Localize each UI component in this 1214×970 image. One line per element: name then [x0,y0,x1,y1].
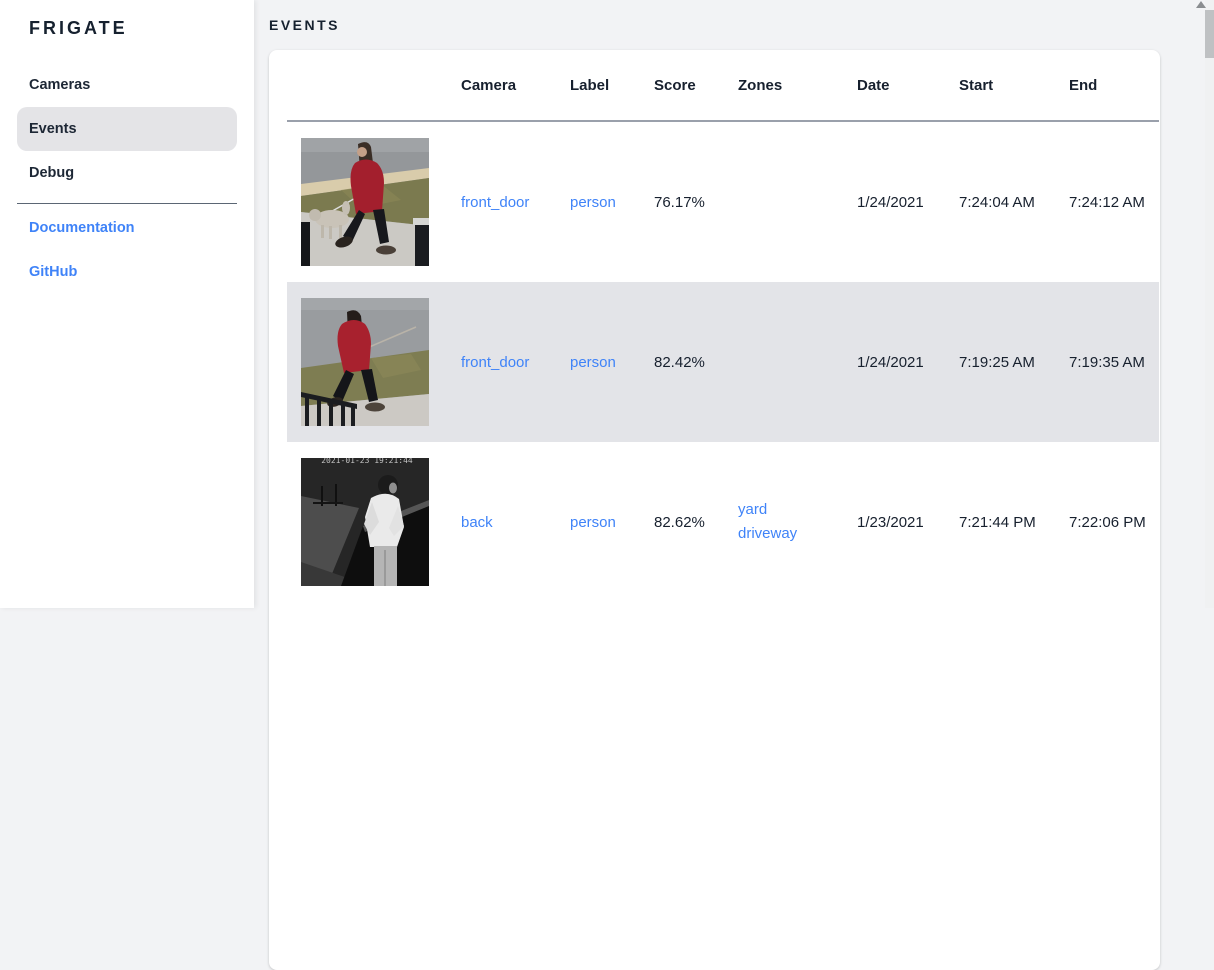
sidebar-link-github[interactable]: GitHub [17,250,237,294]
start-value: 7:19:25 AM [959,353,1035,371]
column-header-camera: Camera [445,50,554,122]
column-header-start: Start [943,50,1053,122]
start-value: 7:24:04 AM [959,193,1035,211]
end-value: 7:22:06 PM [1069,513,1146,531]
table-row[interactable]: front_door person 82.42% 1/24/2021 7:19:… [287,282,1159,442]
sidebar-item-label: Events [29,121,77,137]
main-content: EVENTS Camera Label Score Zones Date Sta… [254,0,1214,970]
table-header-row: Camera Label Score Zones Date Start End [287,50,1159,122]
label-link[interactable]: person [570,193,616,211]
zone-link[interactable]: yard [738,501,768,518]
events-table: Camera Label Score Zones Date Start End [287,50,1159,602]
sidebar-link-label: Documentation [29,220,135,236]
sidebar: FRIGATE Cameras Events Debug Documentati… [0,0,254,608]
zones-cell [722,282,841,442]
end-value: 7:19:35 AM [1069,353,1145,371]
sidebar-item-label: Debug [29,165,75,181]
zones-cell [722,121,841,282]
date-value: 1/24/2021 [857,353,924,371]
thumbnail-image-night-ir: 2021-01-23 19:21:44 [301,458,429,586]
thumbnail-image-red-coat-dog [301,138,429,266]
page-title: EVENTS [269,17,341,33]
zone-link[interactable]: driveway [738,525,798,542]
thumbnail-image-red-hoodie [301,298,429,426]
vertical-scrollbar[interactable] [1196,0,1214,608]
zones-cell: yard driveway [722,442,841,602]
date-value: 1/24/2021 [857,193,924,211]
sidebar-item-label: Cameras [29,77,91,93]
sidebar-link-label: GitHub [29,264,78,280]
column-header-thumbnail [287,50,445,122]
events-table-body: front_door person 76.17% 1/24/2021 7:24:… [287,121,1159,602]
column-header-zones: Zones [722,50,841,122]
end-value: 7:24:12 AM [1069,193,1145,211]
score-value: 82.62% [654,513,705,531]
event-thumbnail[interactable] [301,138,429,266]
label-link[interactable]: person [570,353,616,371]
camera-link[interactable]: front_door [461,353,530,371]
label-link[interactable]: person [570,513,616,531]
scrollbar-up-arrow-icon[interactable] [1196,1,1206,8]
sidebar-divider [17,203,237,204]
event-thumbnail[interactable] [301,298,429,426]
column-header-score: Score [638,50,722,122]
column-header-label: Label [554,50,638,122]
score-value: 76.17% [654,193,705,211]
camera-link[interactable]: front_door [461,193,530,211]
sidebar-nav: Cameras Events Debug Documentation GitHu… [0,63,254,294]
event-thumbnail[interactable]: 2021-01-23 19:21:44 [301,458,429,586]
camera-link[interactable]: back [461,513,493,531]
sidebar-item-cameras[interactable]: Cameras [17,63,237,107]
column-header-end: End [1053,50,1159,122]
sidebar-link-documentation[interactable]: Documentation [17,206,237,250]
sidebar-item-debug[interactable]: Debug [17,151,237,195]
table-row[interactable]: 2021-01-23 19:21:44 back person 82.62% y… [287,442,1159,602]
column-header-date: Date [841,50,943,122]
score-value: 82.42% [654,353,705,371]
scrollbar-thumb[interactable] [1205,10,1214,58]
table-row[interactable]: front_door person 76.17% 1/24/2021 7:24:… [287,121,1159,282]
sidebar-item-events[interactable]: Events [17,107,237,151]
date-value: 1/23/2021 [857,513,924,531]
events-card: Camera Label Score Zones Date Start End [269,50,1160,970]
start-value: 7:21:44 PM [959,513,1036,531]
thumbnail-osd-text: 2021-01-23 19:21:44 [321,458,413,465]
app-logo: FRIGATE [29,18,128,38]
